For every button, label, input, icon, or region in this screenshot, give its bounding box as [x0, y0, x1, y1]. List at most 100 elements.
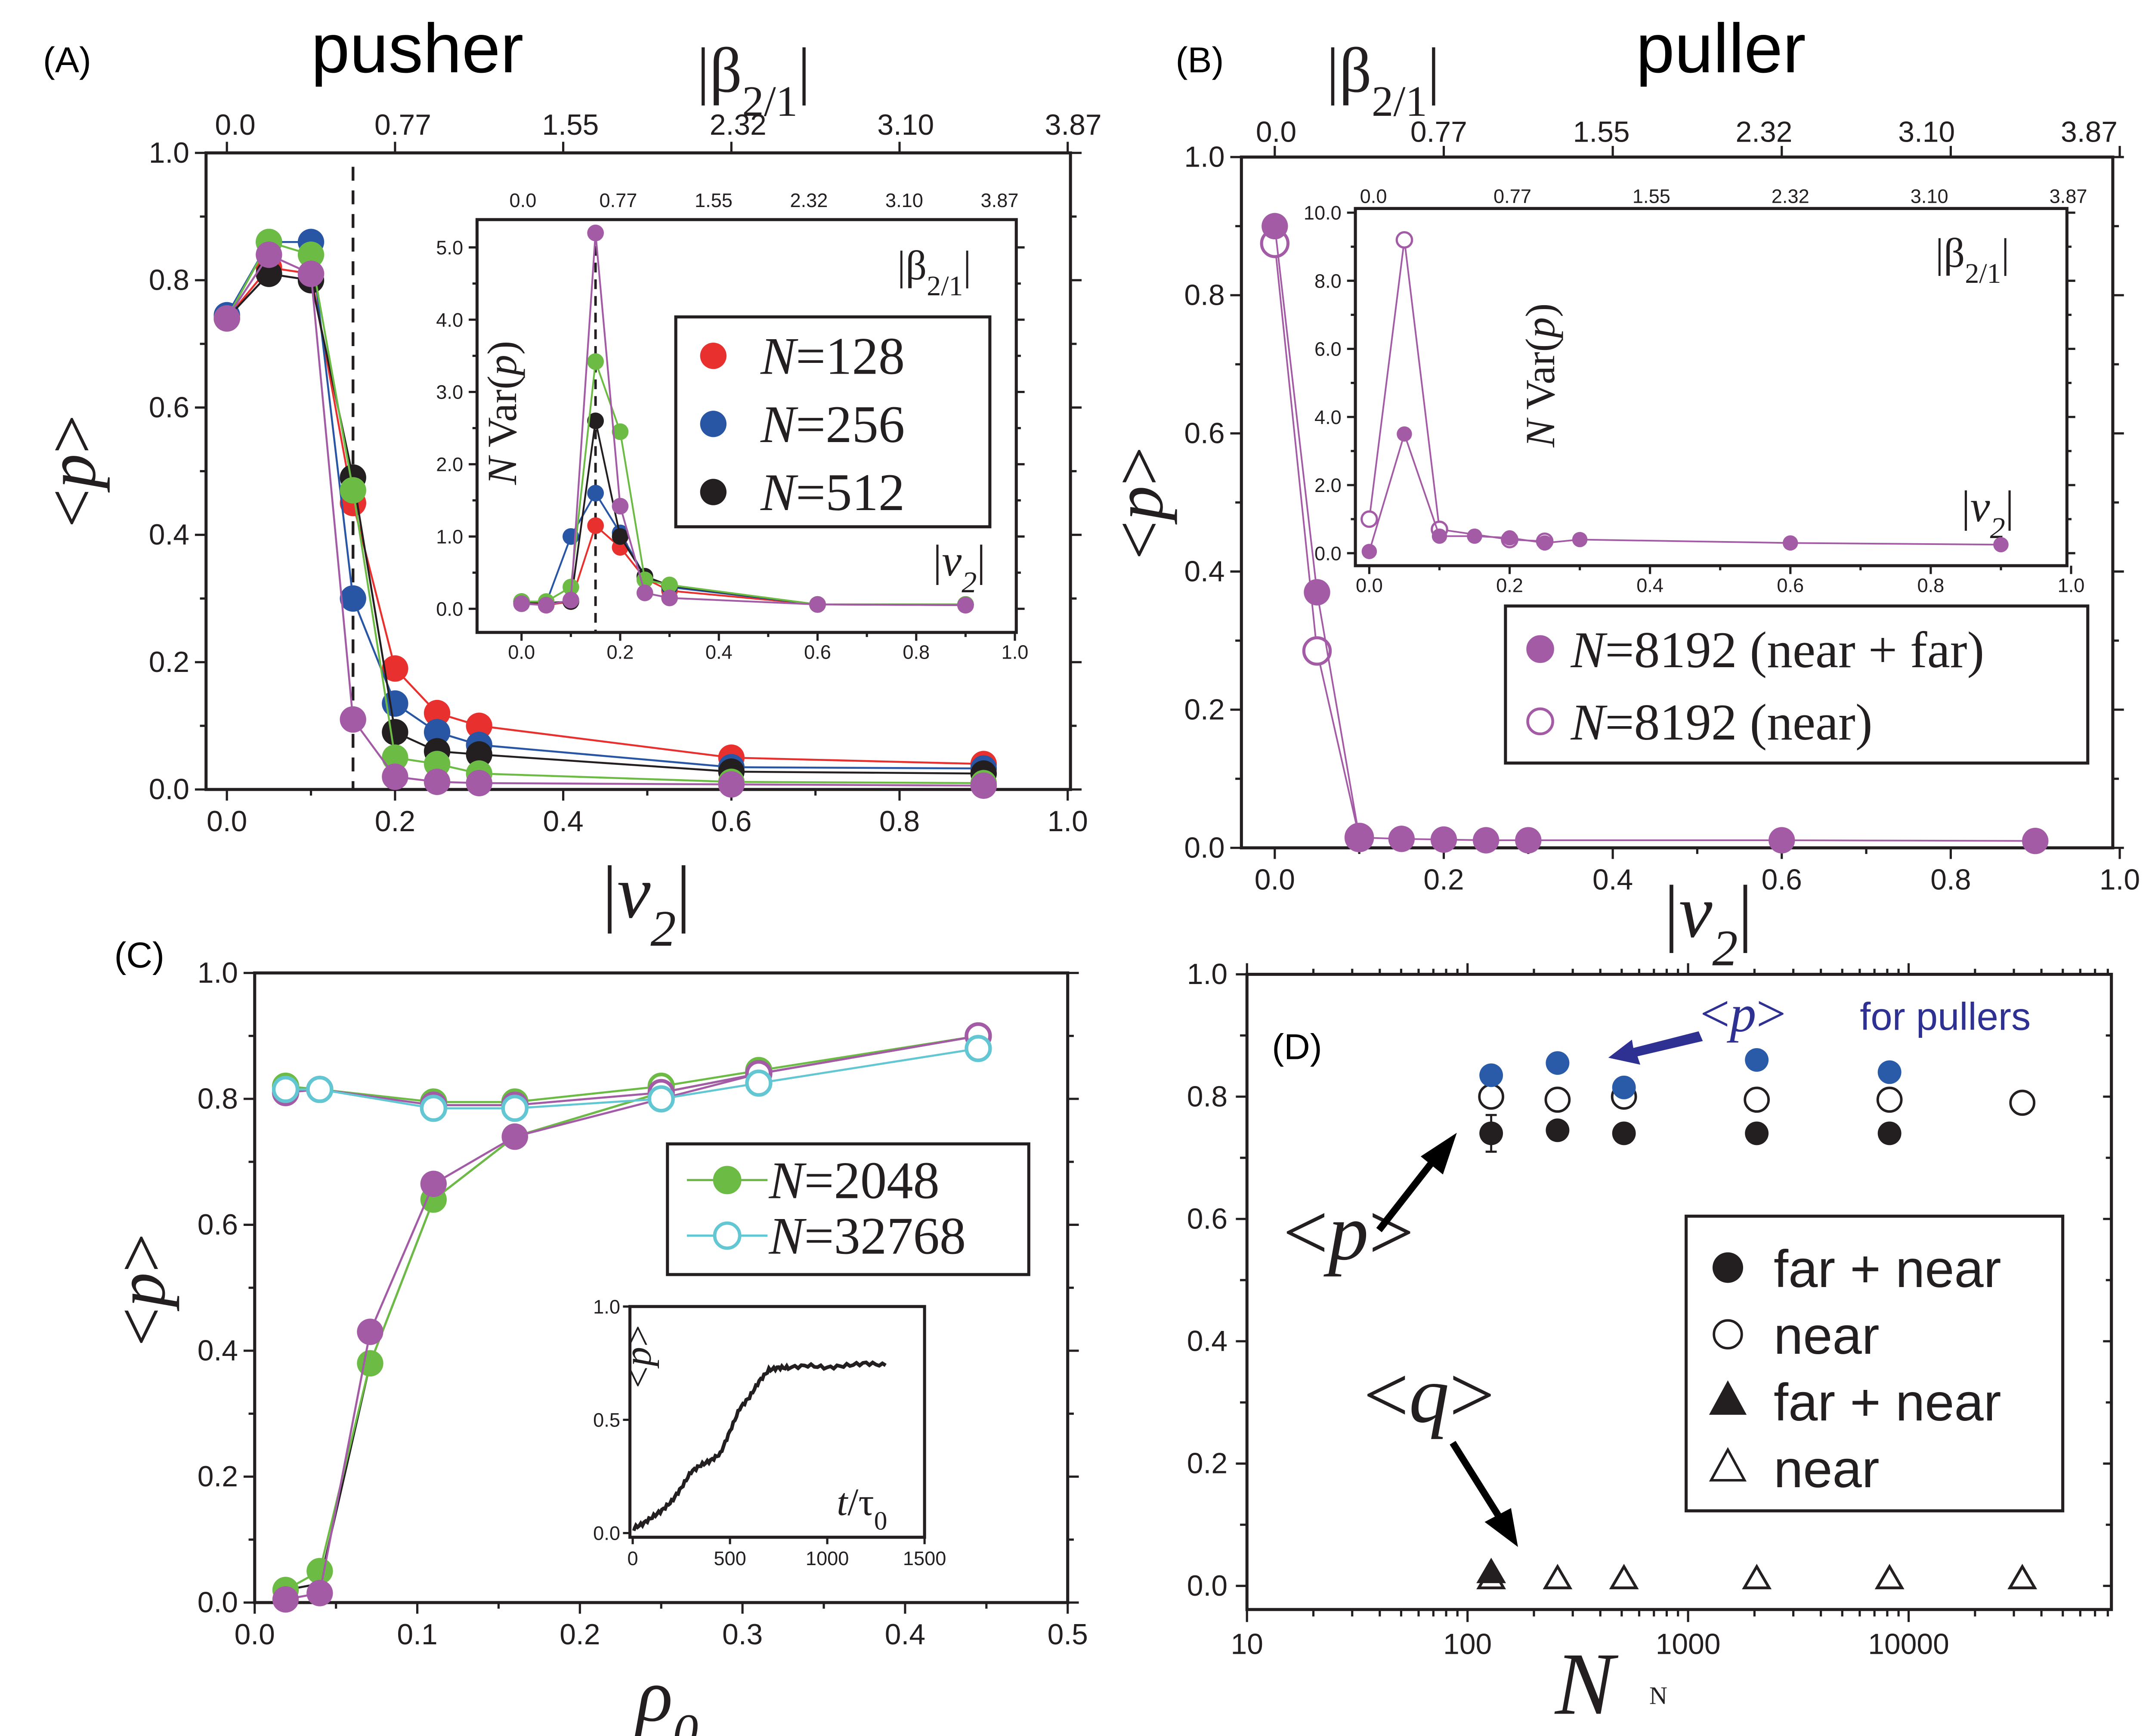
annotation-pullers-arrow: [1608, 1031, 1703, 1065]
series-n-2048-point: [306, 1558, 333, 1584]
series-n-256-point: [340, 585, 366, 612]
inset-y-axis-title: <p>: [616, 1325, 659, 1388]
series-purple-point: [424, 768, 451, 795]
x-axis-title: |v2|: [1664, 870, 1753, 976]
panel-title-pusher: pusher: [311, 10, 524, 87]
y-tick-label: 3.0: [436, 381, 463, 403]
legend-marker: [713, 1221, 742, 1250]
y-tick-label: 0.0: [593, 1522, 620, 1544]
y-tick-label: 1.0: [198, 957, 238, 989]
legend-marker: [700, 411, 727, 437]
series--p-near-point: [1478, 1083, 1504, 1110]
series--p-far-near-point: [1546, 1118, 1570, 1142]
x-tick-label: 0.2: [560, 1618, 600, 1651]
series--p-far-near-point: [1877, 1121, 1902, 1145]
series-purple-filled-point: [420, 1170, 447, 1197]
inset-series-near-far-line: [1368, 431, 2001, 552]
x-tick-label: 0.8: [1930, 864, 1971, 896]
series-n-32768-point: [420, 1095, 447, 1122]
top-x-tick-label: 0.0: [215, 109, 255, 141]
series--p-near-point: [1876, 1086, 1903, 1113]
series-n-512-point: [256, 260, 282, 287]
x-tick-label: 1.0: [2099, 864, 2140, 896]
inset-series-purple-point: [809, 596, 826, 613]
top-x-tick-label: 3.87: [2050, 185, 2087, 207]
annotation-q-arrow-shaft: [1450, 1441, 1507, 1527]
y-axis-title: <p>: [1100, 446, 1177, 560]
legend-marker: [700, 342, 727, 369]
series--q-near-point: [2007, 1564, 2038, 1590]
legend-marker-filled-triangle: [1709, 1380, 1747, 1415]
x-tick-label: 0.4: [1592, 864, 1633, 896]
inset-timeseries-line: [632, 1360, 887, 1532]
y-tick-label: 1.0: [1184, 141, 1224, 173]
y-tick-label: 0.6: [1184, 417, 1224, 449]
x-tick-label: 10000: [1868, 1628, 1949, 1660]
inset-series-purple-point: [562, 591, 579, 609]
inset-y-axis-title: N Var(p): [479, 341, 525, 486]
series-n-8192-near-far--point: [1346, 824, 1373, 851]
y-tick-label: 0.2: [1184, 693, 1224, 726]
series-green-point: [382, 744, 408, 771]
annotation-pullers: <p> for pullers: [1608, 984, 2031, 1065]
x-tick-label: 0.4: [705, 641, 733, 663]
series-purple-point: [297, 260, 325, 287]
inset-series-n-128-line: [521, 524, 966, 607]
inset-series-n-256-point: [587, 485, 604, 502]
series-n-128-point: [424, 699, 451, 727]
x-tick-label: 0.3: [722, 1618, 763, 1651]
annotation-pullers-text: for pullers: [1860, 995, 2031, 1039]
annotation-p-label: <p>: [1283, 1187, 1414, 1277]
legend-entry: N=256: [760, 395, 905, 454]
panel-c-inset-frame: [628, 1305, 926, 1539]
series--q-near-point: [1742, 1564, 1772, 1590]
legend-marker: [700, 479, 727, 505]
top-x-tick-label: 2.32: [1735, 116, 1792, 148]
legend-entry: near: [1774, 1440, 1880, 1499]
series-n-8192-near--point: [1302, 636, 1332, 666]
series--p-far-near-point: [1745, 1121, 1769, 1145]
x-tick-label: 0.8: [1917, 575, 1944, 597]
series--p-far-near-point: [1612, 1121, 1636, 1145]
inset-series-purple-point: [661, 589, 678, 607]
legend-entry: far + near: [1774, 1373, 2001, 1432]
series--p-near-point: [2009, 1089, 2036, 1116]
series-n-8192-near-far--point: [2022, 827, 2049, 854]
x-tick-label: 0.8: [903, 641, 930, 663]
inset-series-near-far-point: [1361, 544, 1377, 559]
series-purple-point: [466, 770, 492, 796]
top-x-tick-label: 2.32: [1772, 185, 1809, 207]
panel-a-inset: 0.0 0.2 0.4 0.6 0.8 1.0 0.0 1.0 2.0 3.0 4.0 5.0 0.0 0…: [436, 189, 1028, 663]
inset-series-purple-point: [612, 498, 629, 515]
series-n-32768-point: [272, 1076, 300, 1103]
annotation-pullers-symbol: <p>: [1700, 984, 1786, 1043]
series-n-8192-near-far--point: [1515, 827, 1542, 854]
top-x-tick-label: 1.55: [1633, 185, 1670, 207]
series-n-8192-near-far--point: [1430, 826, 1457, 853]
top-x-tick-label: 0.0: [1360, 185, 1387, 207]
series-n-2048-point: [357, 1350, 383, 1377]
top-x-tick-label: 3.10: [1911, 185, 1948, 207]
y-tick-label: 0.2: [1187, 1448, 1228, 1480]
top-axis-title: |β2/1|: [1326, 35, 1440, 125]
y-tick-label: 0.5: [593, 1409, 620, 1431]
x-tick-label: 0.6: [804, 641, 831, 663]
top-x-tick-label: 1.55: [695, 189, 733, 211]
inset-series-purple-point: [587, 224, 604, 241]
legend-entry: near: [1774, 1306, 1880, 1365]
series-n-256-point: [424, 719, 451, 746]
top-x-tick-label: 1.55: [542, 109, 599, 141]
y-tick-label: 0.6: [149, 391, 189, 424]
y-tick-label: 1.0: [1187, 958, 1228, 990]
series-purple-point: [970, 772, 997, 799]
x-tick-label: 10: [1231, 1628, 1263, 1660]
inset-series-near-far-point: [1572, 532, 1588, 548]
series--p-near-point: [1744, 1086, 1770, 1113]
top-x-tick-label: 2.32: [710, 109, 767, 141]
x-tick-label: 100: [1443, 1628, 1492, 1660]
series-purple-filled-point: [501, 1123, 528, 1150]
panel-label-d: (D): [1272, 1026, 1322, 1067]
y-tick-label: 0.4: [1184, 555, 1224, 588]
x-tick-label: 1500: [903, 1547, 946, 1569]
